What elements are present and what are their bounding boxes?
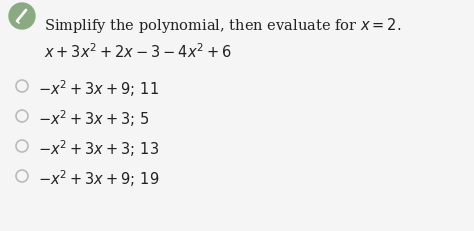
Text: Simplify the polynomial, then evaluate for $x = 2.$: Simplify the polynomial, then evaluate f… (44, 16, 401, 35)
Text: $-x^2 + 3x + 3;\, 13$: $-x^2 + 3x + 3;\, 13$ (38, 138, 159, 159)
Text: $-x^2 + 3x + 3;\, 5$: $-x^2 + 3x + 3;\, 5$ (38, 108, 150, 129)
Circle shape (9, 3, 35, 29)
Text: $-x^2 + 3x + 9;\, 19$: $-x^2 + 3x + 9;\, 19$ (38, 168, 159, 189)
Text: $x + 3x^2 + 2x - 3 - 4x^2 + 6$: $x + 3x^2 + 2x - 3 - 4x^2 + 6$ (44, 42, 232, 61)
Text: $-x^2 + 3x + 9;\, 11$: $-x^2 + 3x + 9;\, 11$ (38, 78, 159, 99)
